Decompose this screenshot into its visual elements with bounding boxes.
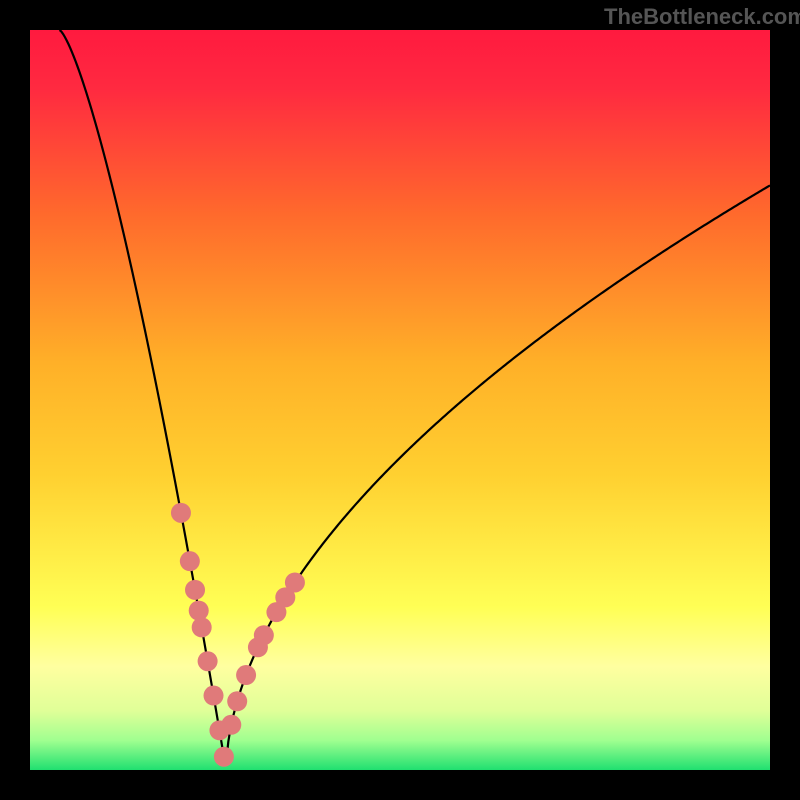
data-marker <box>198 651 218 671</box>
chart-svg <box>0 0 800 800</box>
data-marker <box>214 747 234 767</box>
data-marker <box>185 580 205 600</box>
plot-background <box>30 30 770 770</box>
data-marker <box>189 601 209 621</box>
chart-container: TheBottleneck.com <box>0 0 800 800</box>
data-marker <box>180 551 200 571</box>
data-marker <box>192 617 212 637</box>
data-marker <box>171 503 191 523</box>
data-marker <box>254 625 274 645</box>
data-marker <box>227 691 247 711</box>
data-marker <box>221 715 241 735</box>
data-marker <box>285 572 305 592</box>
data-marker <box>236 665 256 685</box>
data-marker <box>204 686 224 706</box>
